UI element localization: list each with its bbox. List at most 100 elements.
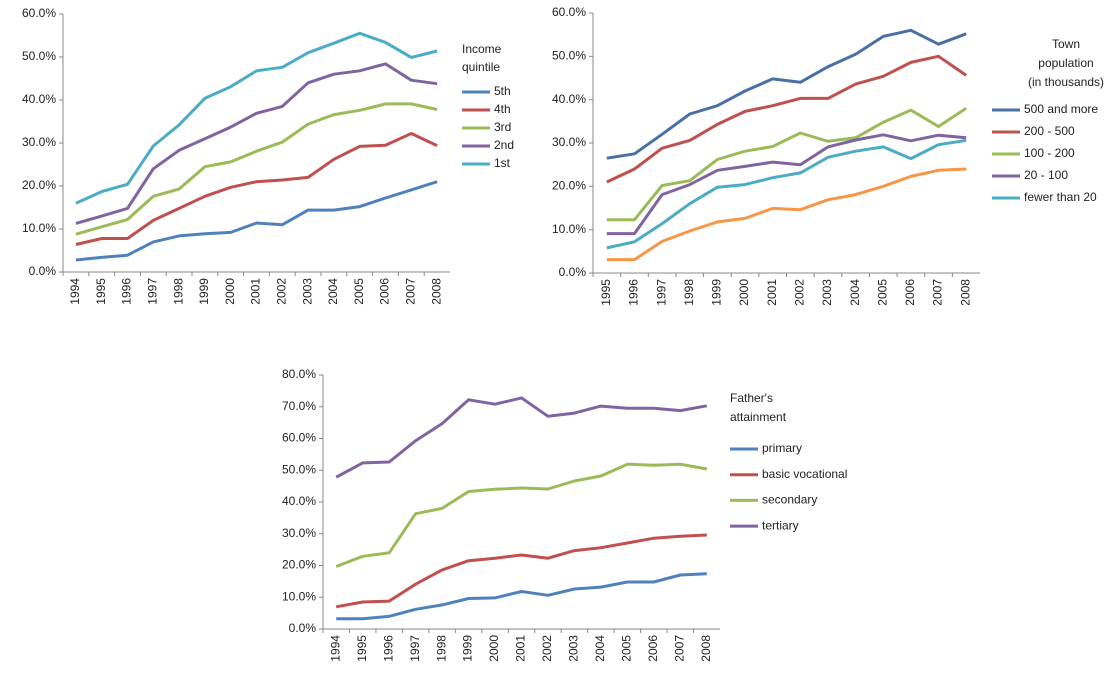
legend-title: (in thousands) bbox=[1028, 75, 1104, 89]
x-tick-label: 1996 bbox=[120, 278, 134, 305]
y-tick-label: 30.0% bbox=[22, 135, 56, 149]
y-tick-label: 0.0% bbox=[289, 621, 317, 635]
data-line bbox=[75, 102, 438, 236]
x-tick-label: 1994 bbox=[328, 635, 342, 662]
x-tick-label: 1998 bbox=[682, 279, 696, 306]
y-tick-label: 80.0% bbox=[282, 367, 316, 381]
x-tick-label: 2008 bbox=[429, 278, 443, 305]
data-line bbox=[75, 132, 438, 246]
data-line bbox=[335, 396, 708, 479]
y-tick-label: 30.0% bbox=[552, 135, 586, 149]
legend-title: attainment bbox=[730, 410, 787, 424]
x-tick-label: 1995 bbox=[94, 278, 108, 305]
x-tick-label: 1994 bbox=[68, 278, 82, 305]
x-tick-label: 2006 bbox=[378, 278, 392, 305]
legend-label: tertiary bbox=[762, 518, 799, 532]
x-tick-label: 1995 bbox=[355, 635, 369, 662]
x-tick-label: 2004 bbox=[593, 635, 607, 662]
legend-label: 4th bbox=[494, 102, 511, 116]
legend-label: fewer than 20 bbox=[1024, 190, 1097, 204]
y-tick-label: 10.0% bbox=[552, 222, 586, 236]
data-line bbox=[606, 107, 968, 222]
data-line bbox=[606, 167, 967, 262]
data-line bbox=[335, 533, 707, 609]
data-line bbox=[606, 133, 967, 236]
legend-label: 5th bbox=[494, 84, 511, 98]
data-line bbox=[336, 572, 707, 621]
x-tick-label: 2001 bbox=[765, 279, 779, 306]
y-tick-label: 50.0% bbox=[282, 462, 316, 476]
y-tick-label: 40.0% bbox=[552, 92, 586, 106]
x-tick-label: 2003 bbox=[300, 278, 314, 305]
legend-title: population bbox=[1038, 56, 1093, 70]
y-tick-label: 60.0% bbox=[282, 431, 316, 445]
y-tick-label: 20.0% bbox=[22, 178, 56, 192]
legend-label: basic vocational bbox=[762, 467, 847, 481]
x-tick-label: 2006 bbox=[646, 635, 660, 662]
y-tick-label: 40.0% bbox=[22, 92, 56, 106]
x-tick-label: 2007 bbox=[403, 278, 417, 305]
x-tick-label: 2005 bbox=[875, 279, 889, 306]
data-line bbox=[75, 180, 438, 262]
x-tick-label: 2002 bbox=[792, 279, 806, 306]
x-tick-label: 2002 bbox=[274, 278, 288, 305]
x-tick-label: 2005 bbox=[352, 278, 366, 305]
y-tick-label: 10.0% bbox=[282, 589, 316, 603]
y-tick-label: 20.0% bbox=[552, 179, 586, 193]
data-line bbox=[606, 138, 967, 250]
x-tick-label: 1997 bbox=[145, 278, 159, 305]
y-tick-label: 60.0% bbox=[552, 5, 586, 19]
x-tick-label: 2000 bbox=[487, 635, 501, 662]
x-tick-label: 1998 bbox=[171, 278, 185, 305]
legend-label: secondary bbox=[762, 493, 817, 507]
x-tick-label: 1996 bbox=[381, 635, 395, 662]
legend-title: quintile bbox=[462, 60, 500, 74]
data-line bbox=[606, 28, 967, 160]
y-tick-label: 40.0% bbox=[282, 494, 316, 508]
x-tick-label: 2008 bbox=[699, 635, 713, 662]
x-tick-label: 1996 bbox=[627, 279, 641, 306]
x-tick-label: 2003 bbox=[567, 635, 581, 662]
x-tick-label: 1995 bbox=[599, 279, 613, 306]
x-tick-label: 2004 bbox=[848, 279, 862, 306]
legend-label: 500 and more bbox=[1024, 102, 1098, 116]
legend-label: 20 - 100 bbox=[1024, 168, 1068, 182]
legend-title: Income bbox=[462, 42, 502, 56]
x-tick-label: 1999 bbox=[710, 279, 724, 306]
y-tick-label: 30.0% bbox=[282, 526, 316, 540]
data-line bbox=[606, 54, 968, 184]
data-line bbox=[75, 62, 438, 225]
x-tick-label: 2007 bbox=[931, 279, 945, 306]
legend-title: Town bbox=[1052, 37, 1080, 51]
y-tick-label: 10.0% bbox=[22, 221, 56, 235]
x-tick-label: 1997 bbox=[408, 635, 422, 662]
y-tick-label: 50.0% bbox=[22, 49, 56, 63]
data-line bbox=[335, 462, 708, 568]
legend-label: primary bbox=[762, 441, 802, 455]
x-tick-label: 2000 bbox=[223, 278, 237, 305]
y-tick-label: 60.0% bbox=[22, 6, 56, 20]
x-tick-label: 1999 bbox=[461, 635, 475, 662]
y-tick-label: 0.0% bbox=[29, 264, 57, 278]
x-tick-label: 2001 bbox=[514, 635, 528, 662]
y-tick-label: 50.0% bbox=[552, 49, 586, 63]
data-line bbox=[75, 31, 438, 205]
legend-label: 100 - 200 bbox=[1024, 146, 1075, 160]
legend-label: 2nd bbox=[494, 138, 514, 152]
x-tick-label: 1999 bbox=[197, 278, 211, 305]
x-tick-label: 2006 bbox=[903, 279, 917, 306]
y-tick-label: 70.0% bbox=[282, 399, 316, 413]
x-tick-label: 2005 bbox=[620, 635, 634, 662]
x-tick-label: 2002 bbox=[540, 635, 554, 662]
x-tick-label: 2007 bbox=[672, 635, 686, 662]
legend-title: Father's bbox=[730, 391, 773, 405]
x-tick-label: 1997 bbox=[654, 279, 668, 306]
x-tick-label: 2000 bbox=[737, 279, 751, 306]
x-tick-label: 2008 bbox=[958, 279, 972, 306]
y-tick-label: 0.0% bbox=[559, 265, 587, 279]
legend-label: 200 - 500 bbox=[1024, 124, 1075, 138]
legend-label: 3rd bbox=[494, 120, 511, 134]
x-tick-label: 2001 bbox=[249, 278, 263, 305]
